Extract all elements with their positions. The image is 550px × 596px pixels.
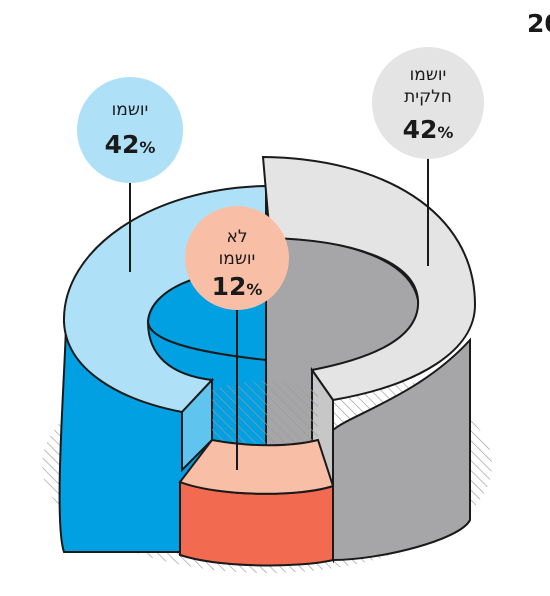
value-partial: 42 (403, 115, 438, 144)
label-not-implemented: לא יושמו (219, 227, 256, 269)
unit-partial: % (437, 123, 453, 142)
unit-implemented: % (139, 138, 155, 157)
ring-hole (212, 381, 318, 444)
label-not-implemented-line1: לא (226, 227, 247, 247)
label-partial-line2: חלקית (404, 87, 452, 107)
value-not-implemented-text: 12% (212, 272, 263, 301)
value-not-implemented: 12 (212, 272, 247, 301)
bubble-partial: יושמו חלקית 42% (372, 47, 484, 159)
chart-title: יישום החלטות ממשלה - עד 2017 (527, 9, 550, 38)
bubble-not-implemented: לא יושמו 12% (185, 206, 289, 310)
bubble-not-implemented-circle (185, 206, 289, 310)
value-partial-text: 42% (403, 115, 454, 144)
slice-not-implemented-top (178, 438, 335, 495)
label-not-implemented-line2: יושמו (219, 249, 256, 269)
label-partial-line1: יושמו (410, 65, 447, 85)
value-implemented-text: 42% (105, 130, 156, 159)
bubble-partial-circle (372, 47, 484, 159)
slice-partial-top (261, 155, 477, 402)
slice-not-implemented (178, 438, 335, 567)
label-implemented: יושמו (112, 100, 149, 120)
label-partial: יושמו חלקית (404, 65, 452, 107)
bubble-implemented-circle (77, 77, 183, 183)
bubble-implemented: יושמו 42% (77, 77, 183, 183)
value-implemented: 42 (105, 130, 140, 159)
unit-not-implemented: % (246, 280, 262, 299)
